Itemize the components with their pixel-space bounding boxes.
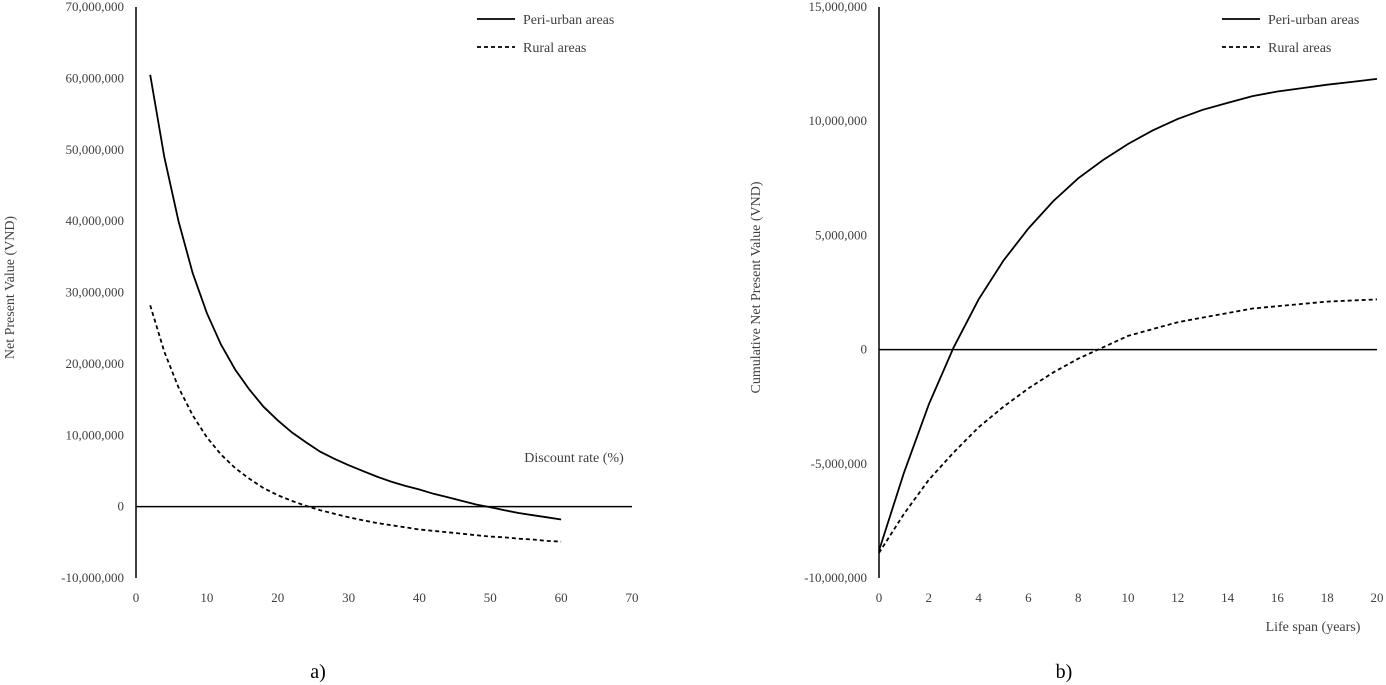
y-tick-label: 0	[118, 499, 125, 514]
y-tick-label: 10,000,000	[809, 113, 868, 128]
y-tick-label: -10,000,000	[804, 570, 867, 585]
x-tick-label: 14	[1221, 590, 1235, 605]
legend-label: Rural areas	[523, 41, 586, 56]
chart-panel-a: -10,000,000 0 10,000,000 20,000,000 30,000,0…	[3, 0, 639, 683]
y-tick-label: -5,000,000	[811, 456, 867, 471]
series-line-peri-urban	[149, 74, 562, 521]
x-tick-label: 30	[342, 590, 355, 605]
x-tick-label: 4	[975, 590, 982, 605]
y-tick-label: -10,000,000	[61, 570, 124, 585]
y-tick-label: 10,000,000	[66, 427, 125, 442]
y-tick-label: 5,000,000	[815, 227, 867, 242]
chart-panel-b: -10,000,000 -5,000,000 0 5,000,000 10,000,00…	[749, 0, 1384, 683]
y-tick-label: 15,000,000	[809, 0, 868, 14]
x-tick-label: 10	[200, 590, 213, 605]
x-tick-label: 2	[926, 590, 933, 605]
y-axis-title: Net Present Value (VND)	[3, 216, 18, 360]
x-tick-label: 70	[626, 590, 639, 605]
legend-label: Peri-urban areas	[523, 13, 614, 28]
x-tick-label: 6	[1025, 590, 1032, 605]
series-line-rural	[878, 298, 1378, 554]
y-tick-label: 20,000,000	[66, 356, 125, 371]
x-tick-label: 50	[484, 590, 497, 605]
x-tick-label: 0	[133, 590, 140, 605]
x-axis-title: Life span (years)	[1266, 620, 1361, 635]
y-tick-label: 70,000,000	[66, 0, 125, 14]
series-line-peri-urban	[878, 78, 1378, 551]
x-tick-label: 20	[1371, 590, 1384, 605]
x-tick-label: 16	[1271, 590, 1285, 605]
x-tick-label: 40	[413, 590, 426, 605]
y-axis-title: Cumulative Net Present Value (VND)	[749, 181, 764, 393]
x-tick-label: 0	[876, 590, 883, 605]
y-tick-label: 40,000,000	[66, 213, 125, 228]
y-tick-label: 50,000,000	[66, 142, 125, 157]
x-tick-label: 12	[1171, 590, 1184, 605]
y-tick-label: 0	[861, 342, 868, 357]
legend-label: Rural areas	[1268, 41, 1331, 56]
panel-label: b)	[1056, 661, 1073, 683]
x-tick-label: 8	[1075, 590, 1082, 605]
y-tick-label: 60,000,000	[66, 70, 125, 85]
panel-label: a)	[310, 661, 326, 683]
x-axis-title: Discount rate (%)	[524, 451, 624, 466]
x-tick-label: 18	[1321, 590, 1334, 605]
x-tick-label: 60	[555, 590, 568, 605]
x-tick-label: 10	[1122, 590, 1135, 605]
y-tick-label: 30,000,000	[66, 285, 125, 300]
x-tick-label: 20	[271, 590, 284, 605]
legend-label: Peri-urban areas	[1268, 13, 1359, 28]
series-line-rural	[149, 305, 562, 543]
